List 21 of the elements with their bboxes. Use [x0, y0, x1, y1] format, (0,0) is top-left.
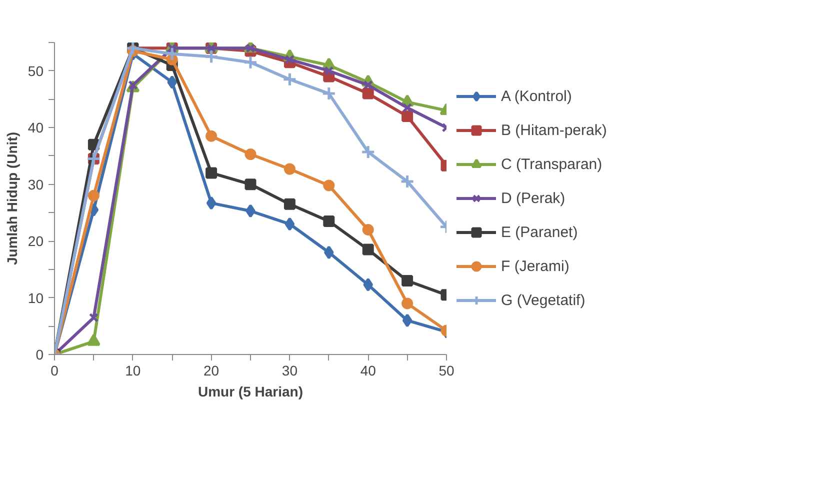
y-tick-label: 0 — [36, 346, 44, 362]
legend-label: D (Perak) — [501, 190, 566, 206]
legend-label: F (Jerami) — [501, 258, 570, 274]
legend-label: A (Kontrol) — [501, 88, 572, 104]
y-tick-label: 10 — [28, 290, 44, 306]
x-tick-label: 40 — [360, 362, 376, 378]
x-axis-title: Umur (5 Harian) — [198, 384, 304, 400]
y-tick-label: 20 — [28, 233, 44, 250]
x-tick-label: 0 — [50, 362, 59, 378]
y-tick-label: 50 — [28, 62, 44, 79]
x-tick-label: 50 — [438, 362, 454, 378]
x-tick-label: 30 — [282, 362, 298, 378]
y-tick-label: 30 — [28, 176, 44, 192]
x-tick-label: 10 — [125, 362, 141, 378]
x-tick-label: 20 — [204, 362, 220, 378]
legend-label: E (Paranet) — [501, 224, 578, 240]
legend-label: G (Vegetatif) — [501, 292, 586, 308]
y-tick-label: 40 — [28, 120, 44, 136]
y-axis-title: Jumlah Hidup (Unit) — [4, 132, 20, 265]
legend-label: B (Hitam-perak) — [501, 122, 607, 138]
legend-label: C (Transparan) — [501, 156, 602, 172]
